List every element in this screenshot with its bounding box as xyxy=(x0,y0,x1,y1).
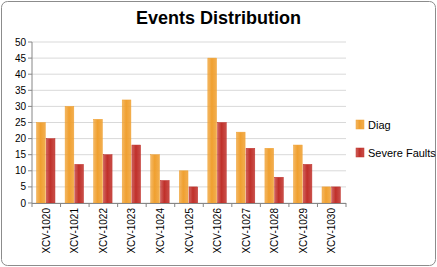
x-tick xyxy=(260,203,261,207)
bar xyxy=(37,123,46,204)
x-tick xyxy=(174,203,175,207)
x-axis xyxy=(32,203,346,204)
x-tick-label: XCV-1030 xyxy=(326,208,337,254)
x-tick-label: XCV-1029 xyxy=(298,208,309,254)
chart-title: Events Distribution xyxy=(136,8,301,28)
y-tick xyxy=(28,42,32,43)
y-tick xyxy=(28,122,32,123)
bar xyxy=(65,106,74,203)
bar xyxy=(94,119,103,203)
y-tick-label: 10 xyxy=(15,165,27,176)
bar xyxy=(236,132,245,203)
y-tick xyxy=(28,170,32,171)
x-tick-label: XCV-1020 xyxy=(41,208,52,254)
x-tick-label: XCV-1028 xyxy=(269,208,280,254)
x-tick-label: XCV-1026 xyxy=(212,208,223,254)
grid-line xyxy=(32,138,346,139)
grid-line xyxy=(32,90,346,91)
bar xyxy=(218,123,227,204)
grid-line xyxy=(32,42,346,43)
legend-swatch xyxy=(356,148,364,157)
y-tick-label: 30 xyxy=(15,101,27,112)
grid-line xyxy=(32,74,346,75)
x-tick-label: XCV-1024 xyxy=(155,208,166,254)
legend: Diag Severe Faults xyxy=(356,119,436,159)
y-tick xyxy=(28,106,32,107)
x-tick xyxy=(32,203,33,207)
chart-frame xyxy=(2,2,436,266)
y-tick xyxy=(28,74,32,75)
x-tick-label: XCV-1027 xyxy=(241,208,252,254)
y-tick-label: 50 xyxy=(15,37,27,48)
legend-label: Diag xyxy=(368,119,391,131)
y-tick-label: 0 xyxy=(20,198,26,209)
y-tick-label: 15 xyxy=(15,149,27,160)
bar xyxy=(75,164,84,203)
legend-swatch xyxy=(356,120,364,129)
legend-label: Severe Faults xyxy=(368,147,436,159)
bar xyxy=(265,148,274,203)
y-tick-label: 35 xyxy=(15,85,27,96)
y-tick xyxy=(28,154,32,155)
y-tick xyxy=(28,90,32,91)
y-tick xyxy=(28,58,32,59)
x-tick xyxy=(346,203,347,207)
bar xyxy=(275,177,284,203)
x-tick xyxy=(60,203,61,207)
y-tick xyxy=(28,186,32,187)
x-tick xyxy=(117,203,118,207)
x-tick-label: XCV-1025 xyxy=(184,208,195,254)
grid-line xyxy=(32,122,346,123)
grid-line xyxy=(32,106,346,107)
x-tick xyxy=(89,203,90,207)
x-tick-label: XCV-1023 xyxy=(126,208,137,254)
bar xyxy=(103,155,112,203)
x-tick xyxy=(288,203,289,207)
x-tick xyxy=(231,203,232,207)
bar xyxy=(322,187,331,203)
bar xyxy=(179,171,188,203)
y-tick-label: 40 xyxy=(15,69,27,80)
bar xyxy=(293,145,302,203)
y-tick-label: 25 xyxy=(15,117,27,128)
bar xyxy=(132,145,141,203)
y-tick-label: 45 xyxy=(15,53,27,64)
bar xyxy=(332,187,341,203)
x-tick xyxy=(146,203,147,207)
bar xyxy=(160,180,169,203)
grid-line xyxy=(32,58,346,59)
bar xyxy=(208,58,217,203)
bar xyxy=(246,148,255,203)
y-tick xyxy=(28,203,32,204)
y-tick xyxy=(28,138,32,139)
bar xyxy=(46,139,55,203)
bar xyxy=(122,100,131,203)
bar xyxy=(189,187,198,203)
bar xyxy=(151,155,160,203)
chart-container: Events Distribution 0 5 10 15 20 25 30 35 40 45 50 X… xyxy=(0,0,437,267)
y-tick-label: 20 xyxy=(15,133,27,144)
x-tick xyxy=(203,203,204,207)
bar xyxy=(303,164,312,203)
y-tick-label: 5 xyxy=(20,181,26,192)
bars xyxy=(37,58,341,203)
y-axis xyxy=(32,42,33,203)
x-tick-label: XCV-1022 xyxy=(98,208,109,254)
x-tick xyxy=(317,203,318,207)
x-tick-label: XCV-1021 xyxy=(69,208,80,254)
chart-svg: Events Distribution 0 5 10 15 20 25 30 35 40 45 50 X… xyxy=(0,0,437,267)
